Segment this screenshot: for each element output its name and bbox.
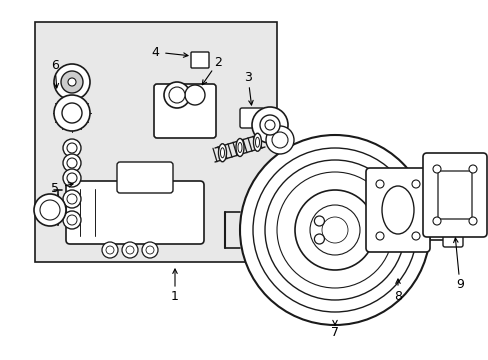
Circle shape <box>411 232 419 240</box>
Circle shape <box>61 71 83 93</box>
Circle shape <box>40 200 60 220</box>
Circle shape <box>252 148 416 312</box>
Text: 2: 2 <box>214 55 222 68</box>
Ellipse shape <box>381 186 413 234</box>
Text: 4: 4 <box>151 45 159 59</box>
Text: 9: 9 <box>455 279 463 292</box>
Circle shape <box>314 216 324 226</box>
Circle shape <box>146 246 154 254</box>
Circle shape <box>432 165 440 173</box>
Circle shape <box>67 215 77 225</box>
Circle shape <box>63 211 81 229</box>
Ellipse shape <box>236 139 244 157</box>
Circle shape <box>169 87 184 103</box>
Circle shape <box>271 132 287 148</box>
Circle shape <box>375 232 383 240</box>
Ellipse shape <box>218 144 226 162</box>
Circle shape <box>411 180 419 188</box>
FancyBboxPatch shape <box>442 213 462 247</box>
Circle shape <box>68 78 76 86</box>
Circle shape <box>184 85 204 105</box>
Circle shape <box>294 190 374 270</box>
Circle shape <box>265 126 293 154</box>
FancyBboxPatch shape <box>240 108 264 128</box>
Text: 8: 8 <box>393 289 401 302</box>
Text: 1: 1 <box>171 291 179 303</box>
Bar <box>35 22 276 262</box>
FancyBboxPatch shape <box>365 168 429 252</box>
Circle shape <box>264 120 274 130</box>
Circle shape <box>63 154 81 172</box>
Circle shape <box>309 205 359 255</box>
Ellipse shape <box>238 143 242 153</box>
Circle shape <box>63 139 81 157</box>
FancyBboxPatch shape <box>191 52 208 68</box>
Circle shape <box>62 103 82 123</box>
Circle shape <box>106 246 114 254</box>
Circle shape <box>67 143 77 153</box>
Circle shape <box>468 165 476 173</box>
Text: 5: 5 <box>51 181 59 194</box>
Circle shape <box>102 242 118 258</box>
Circle shape <box>67 194 77 204</box>
Circle shape <box>142 242 158 258</box>
Circle shape <box>321 217 347 243</box>
Circle shape <box>163 82 190 108</box>
Text: 6: 6 <box>51 59 59 72</box>
FancyBboxPatch shape <box>66 181 203 244</box>
Text: 3: 3 <box>244 71 251 84</box>
FancyBboxPatch shape <box>437 171 471 219</box>
Circle shape <box>432 217 440 225</box>
Circle shape <box>122 242 138 258</box>
Circle shape <box>54 95 90 131</box>
Circle shape <box>264 160 404 300</box>
Circle shape <box>63 169 81 187</box>
Circle shape <box>67 158 77 168</box>
Circle shape <box>34 194 66 226</box>
Circle shape <box>67 173 77 183</box>
Ellipse shape <box>255 137 259 147</box>
Circle shape <box>54 64 90 100</box>
FancyBboxPatch shape <box>422 153 486 237</box>
Circle shape <box>240 135 429 325</box>
Circle shape <box>375 180 383 188</box>
FancyBboxPatch shape <box>117 162 173 193</box>
Circle shape <box>251 107 287 143</box>
Circle shape <box>126 246 134 254</box>
Circle shape <box>314 234 324 244</box>
FancyBboxPatch shape <box>154 84 216 138</box>
Text: 7: 7 <box>330 327 338 339</box>
Circle shape <box>276 172 392 288</box>
Circle shape <box>63 190 81 208</box>
Circle shape <box>260 115 280 135</box>
Ellipse shape <box>253 133 261 151</box>
Circle shape <box>468 217 476 225</box>
Ellipse shape <box>220 148 224 158</box>
